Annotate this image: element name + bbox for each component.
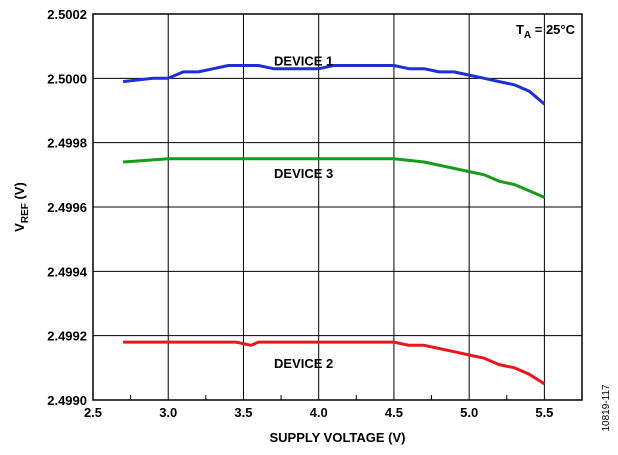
- series-line-device-1: [122, 64, 546, 106]
- y-tick-label: 2.4990: [47, 393, 87, 408]
- series-lines: [122, 64, 546, 386]
- series-line-device-3: [122, 157, 545, 199]
- x-tick-label: 5.0: [460, 405, 478, 420]
- y-tick-label: 2.4992: [47, 329, 87, 344]
- y-axis-title: VREF (V): [12, 182, 31, 232]
- plot-frame: [92, 13, 583, 401]
- series-labels: DEVICE 1 DEVICE 3 DEVICE 2: [274, 53, 333, 370]
- series-label-device-1: DEVICE 1: [274, 53, 333, 68]
- x-tick-label: 4.5: [385, 405, 403, 420]
- annotation-main: T: [516, 22, 524, 37]
- temperature-annotation: TA = 25°C: [516, 22, 576, 41]
- x-axis-title: SUPPLY VOLTAGE (V): [269, 430, 405, 445]
- y-axis-title-sub: REF: [20, 203, 31, 223]
- y-axis-title-main: V: [12, 223, 27, 232]
- figure-id: 10819-117: [601, 384, 612, 432]
- x-tick-label: 3.5: [234, 405, 252, 420]
- y-tick-label: 2.4998: [47, 136, 87, 151]
- series-label-device-3: DEVICE 3: [274, 166, 333, 181]
- y-tick-label: 2.4994: [47, 264, 88, 279]
- y-tick-label: 2.4996: [47, 200, 87, 215]
- x-tick-label: 4.0: [310, 405, 328, 420]
- y-tick-label: 2.5002: [47, 7, 87, 22]
- annotation-rest: = 25°C: [531, 22, 575, 37]
- x-tick-label: 5.5: [535, 405, 553, 420]
- annotation-sub: A: [524, 30, 531, 41]
- y-tick-label: 2.5000: [47, 71, 87, 86]
- series-label-device-2: DEVICE 2: [274, 356, 333, 371]
- axis-ticks: 2.5 3.0 3.5 4.0 4.5 5.0 5.5 2.4990 2.4992 2.4994 2…: [47, 7, 553, 420]
- y-axis-title-unit: (V): [12, 182, 27, 203]
- series-line-device-2: [123, 340, 546, 386]
- x-tick-label: 3.0: [159, 405, 177, 420]
- grid: [93, 14, 582, 400]
- x-tick-label: 2.5: [84, 405, 102, 420]
